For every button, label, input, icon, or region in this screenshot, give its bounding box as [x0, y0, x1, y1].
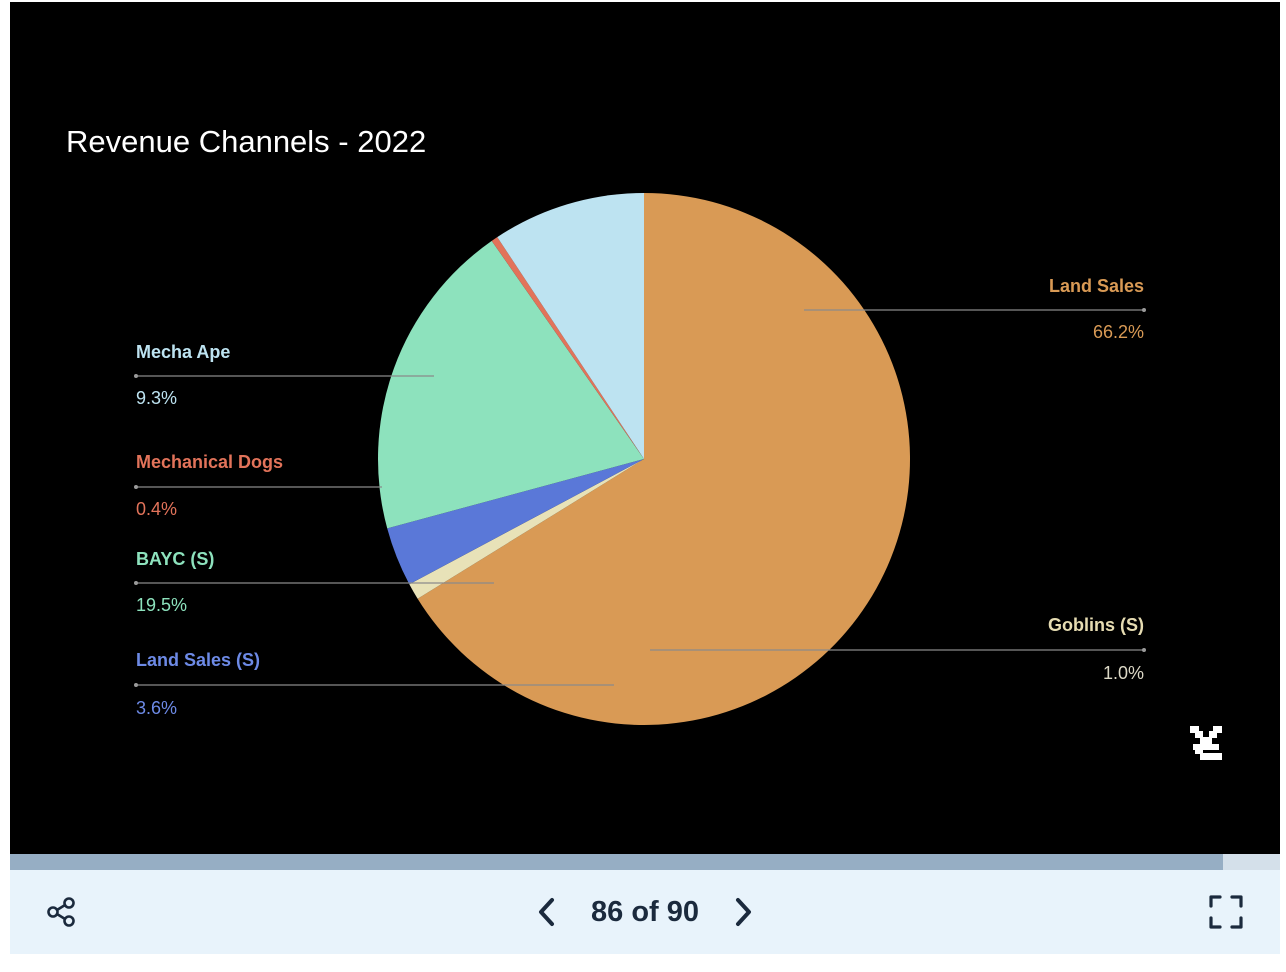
- slice-percent-goblins-s: 1.0%: [1103, 663, 1144, 683]
- progress-bar[interactable]: [10, 854, 1280, 870]
- viewer-toolbar: 86 of 90: [10, 870, 1280, 954]
- callout-dot-mechanical-dogs: [134, 485, 138, 489]
- slice-label-bayc-s: BAYC (S): [136, 549, 214, 569]
- slice-percent-mecha-ape: 9.3%: [136, 388, 177, 408]
- pie-slice-goblins-s: [409, 459, 644, 599]
- callout-mechanical-dogs: Mechanical Dogs 0.4%: [134, 452, 382, 519]
- chart-title: Revenue Channels - 2022: [66, 124, 427, 159]
- share-button[interactable]: [42, 892, 82, 932]
- share-icon: [47, 897, 75, 927]
- slice-label-mechanical-dogs: Mechanical Dogs: [136, 452, 283, 472]
- pie-slice-mechanical-dogs: [491, 237, 644, 459]
- chevron-left-icon: [539, 898, 554, 926]
- pie-slice-land-sales: [417, 193, 911, 726]
- page-of-label: of: [631, 895, 659, 928]
- callout-land-sales: Land Sales 66.2%: [804, 276, 1146, 342]
- callout-goblins-s: Goblins (S) 1.0%: [650, 615, 1146, 683]
- fullscreen-button[interactable]: [1206, 892, 1246, 932]
- slice-percent-mechanical-dogs: 0.4%: [136, 499, 177, 519]
- slice-percent-land-sales: 66.2%: [1093, 322, 1144, 342]
- total-pages-number: 90: [666, 895, 699, 928]
- callout-mecha-ape: Mecha Ape 9.3%: [134, 342, 434, 408]
- pie-chart: Land Sales 66.2% Goblins (S) 1.0% Land Sales…: [134, 193, 1146, 726]
- slice-label-land-sales-s: Land Sales (S): [136, 650, 260, 670]
- slice-label-land-sales: Land Sales: [1049, 276, 1144, 296]
- page-counter: 86 of 90: [570, 896, 720, 928]
- slice-percent-bayc-s: 19.5%: [136, 595, 187, 615]
- callout-dot-bayc-s: [134, 581, 138, 585]
- pie-slice-bayc-s: [378, 240, 644, 529]
- progress-bar-fill: [10, 854, 1223, 870]
- slide: Revenue Channels - 2022 Land Sales 66.2% G…: [10, 2, 1280, 854]
- callout-dot-land-sales-s: [134, 683, 138, 687]
- current-page-number: 86: [591, 895, 624, 928]
- fullscreen-icon: [1209, 895, 1243, 929]
- callout-dot-land-sales: [1142, 308, 1146, 312]
- pie-slice-land-sales-s: [387, 459, 644, 585]
- callout-bayc-s: BAYC (S) 19.5%: [134, 549, 494, 615]
- brand-logo-icon: [1190, 726, 1222, 760]
- slice-percent-land-sales-s: 3.6%: [136, 698, 177, 718]
- callout-dot-mecha-ape: [134, 374, 138, 378]
- callout-dot-goblins-s: [1142, 648, 1146, 652]
- previous-page-button[interactable]: [532, 892, 562, 932]
- callout-land-sales-s: Land Sales (S) 3.6%: [134, 650, 614, 718]
- pie-slice-mecha-ape: [497, 193, 644, 459]
- chevron-right-icon: [736, 898, 751, 926]
- next-page-button[interactable]: [728, 892, 758, 932]
- slice-label-mecha-ape: Mecha Ape: [136, 342, 230, 362]
- slice-label-goblins-s: Goblins (S): [1048, 615, 1144, 635]
